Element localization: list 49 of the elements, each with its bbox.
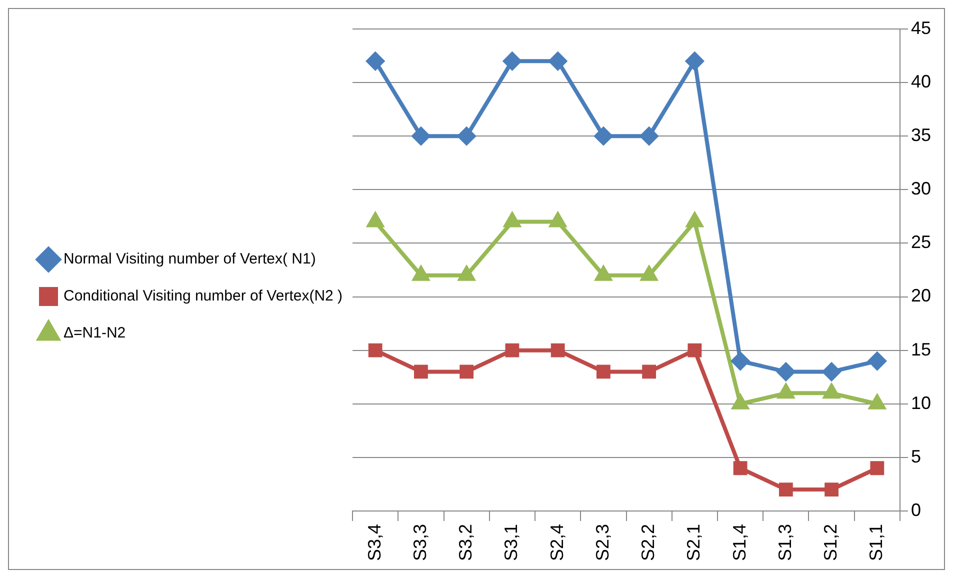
x-tick-label: S3,4 bbox=[364, 524, 384, 562]
y-tick-label: 0 bbox=[910, 500, 921, 520]
point bbox=[822, 362, 841, 381]
x-tick-label: S1,4 bbox=[729, 524, 750, 562]
x-tick-label: S2,1 bbox=[684, 524, 704, 562]
point bbox=[778, 482, 793, 496]
point bbox=[731, 352, 750, 370]
y-tick-label: 40 bbox=[910, 72, 932, 92]
legend-label: Conditional Visiting number of Vertex(N2 ) bbox=[64, 288, 343, 305]
y-tick-label: 20 bbox=[910, 286, 932, 306]
x-tick-label: S1,1 bbox=[866, 524, 886, 562]
point bbox=[776, 362, 795, 381]
point bbox=[412, 127, 430, 146]
x-tick-label: S3,2 bbox=[456, 524, 476, 562]
point bbox=[642, 364, 656, 379]
point bbox=[414, 364, 428, 379]
x-tick-label: S3,3 bbox=[410, 524, 430, 562]
point bbox=[505, 343, 520, 358]
point bbox=[594, 127, 612, 146]
point bbox=[596, 364, 610, 379]
y-tick-label: 5 bbox=[910, 446, 921, 466]
point bbox=[366, 52, 384, 70]
point bbox=[688, 343, 702, 358]
y-tick-label: 25 bbox=[910, 232, 932, 252]
point bbox=[640, 127, 658, 146]
y-tick-label: 15 bbox=[910, 339, 932, 360]
x-tick-label: S1,3 bbox=[774, 524, 795, 562]
point bbox=[824, 482, 838, 496]
y-tick-label: 30 bbox=[910, 178, 932, 199]
x-tick-label: S2,4 bbox=[546, 524, 567, 562]
x-tick-label: S3,1 bbox=[501, 524, 522, 562]
x-tick-label: S2,2 bbox=[638, 524, 658, 562]
x-tick-label: S2,3 bbox=[592, 524, 612, 562]
point bbox=[870, 461, 884, 476]
x-tick-label: S1,2 bbox=[820, 524, 841, 562]
y-tick-label: 35 bbox=[910, 125, 932, 146]
point bbox=[458, 127, 476, 146]
point bbox=[550, 343, 565, 358]
point bbox=[548, 52, 567, 70]
point bbox=[733, 461, 748, 476]
legend-label: Δ=N1-N2 bbox=[64, 324, 126, 342]
legend-label: Normal Visiting number of Vertex( N1) bbox=[64, 250, 316, 268]
y-tick-label: 10 bbox=[910, 392, 932, 413]
point bbox=[868, 352, 886, 370]
y-tick-label: 45 bbox=[910, 18, 932, 38]
point bbox=[368, 343, 382, 358]
point bbox=[503, 52, 522, 70]
point bbox=[686, 52, 704, 70]
point bbox=[460, 364, 474, 379]
